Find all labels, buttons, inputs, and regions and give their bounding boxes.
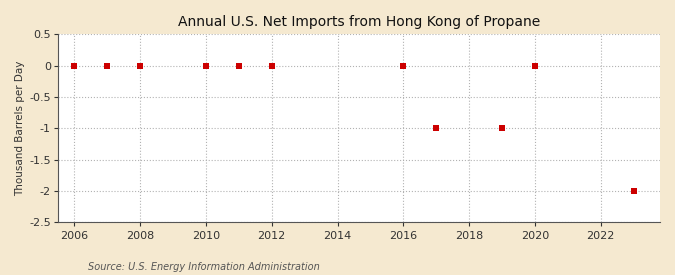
Point xyxy=(102,64,113,68)
Title: Annual U.S. Net Imports from Hong Kong of Propane: Annual U.S. Net Imports from Hong Kong o… xyxy=(178,15,540,29)
Point xyxy=(234,64,244,68)
Point xyxy=(267,64,277,68)
Point xyxy=(628,189,639,193)
Point xyxy=(530,64,541,68)
Text: Source: U.S. Energy Information Administration: Source: U.S. Energy Information Administ… xyxy=(88,262,319,272)
Point xyxy=(398,64,409,68)
Point xyxy=(135,64,146,68)
Point xyxy=(200,64,211,68)
Point xyxy=(431,126,441,131)
Point xyxy=(69,64,80,68)
Y-axis label: Thousand Barrels per Day: Thousand Barrels per Day xyxy=(15,61,25,196)
Point xyxy=(497,126,508,131)
